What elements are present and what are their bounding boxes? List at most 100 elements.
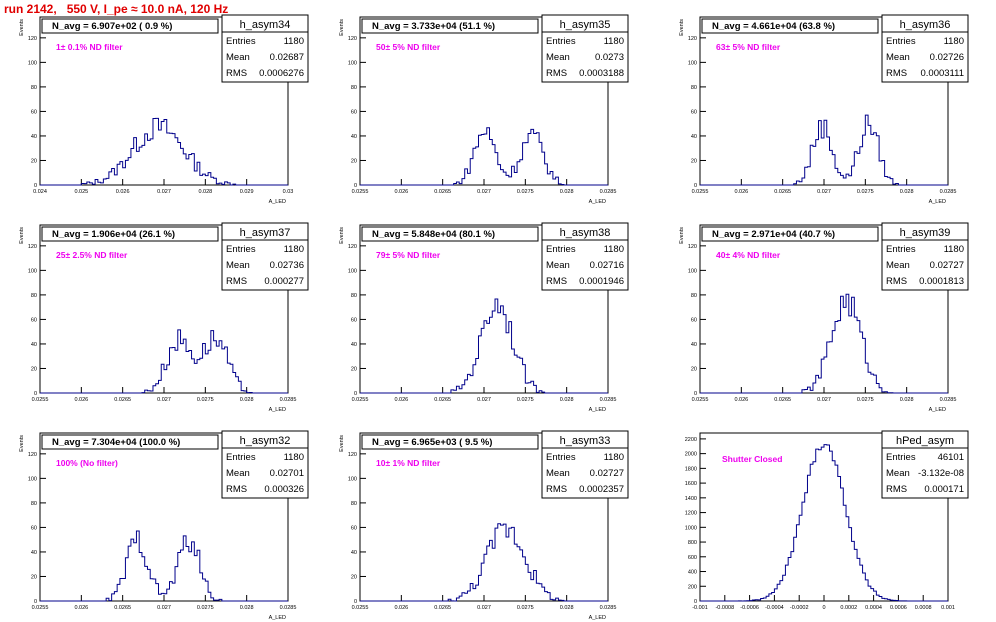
histogram-name: h_asym32: [240, 435, 291, 447]
y-tick-label: 100: [688, 268, 697, 274]
x-tick-label: 0.0265: [114, 397, 131, 403]
navg-box: [41, 18, 219, 34]
y-tick-label: 20: [31, 574, 37, 580]
y-tick-label: 60: [691, 317, 697, 323]
stat-value: 0.000277: [264, 276, 304, 287]
stat-value: 1180: [944, 244, 964, 255]
stat-label: RMS: [226, 68, 247, 79]
stat-label: Mean: [546, 52, 570, 63]
x-tick-label: 0.0275: [197, 605, 214, 611]
y-tick-label: 40: [31, 550, 37, 556]
x-tick-label: 0.026: [394, 189, 408, 195]
histogram-name: h_asym36: [900, 19, 951, 31]
stat-value: 46101: [938, 452, 964, 463]
histogram-panel-h_asym37: 0 20 40 60 80 100 120 0.0255 0.026 0.0265 0.027 0.0…: [19, 222, 309, 413]
stat-value: -3.132e-08: [918, 468, 964, 479]
y-tick-label: 40: [351, 342, 357, 348]
x-tick-label: 0.0265: [434, 397, 451, 403]
stat-value: 0.0003188: [579, 68, 624, 79]
histogram-curve: [40, 530, 288, 602]
y-axis-title: Events: [339, 435, 345, 452]
stat-value: 0.0001813: [919, 276, 964, 287]
histogram-curve: [40, 329, 288, 394]
x-tick-label: 0.0008: [915, 605, 932, 611]
stat-label: Entries: [546, 452, 576, 463]
x-tick-label: -0.001: [692, 605, 708, 611]
navg-box: [361, 18, 539, 34]
x-axis-title: A_LED: [929, 407, 946, 413]
y-tick-label: 120: [348, 452, 357, 458]
y-tick-label: 40: [351, 134, 357, 140]
stat-label: RMS: [886, 484, 907, 495]
y-tick-label: 100: [348, 268, 357, 274]
stats-box: [881, 222, 969, 291]
y-tick-label: 40: [31, 342, 37, 348]
stat-label: RMS: [886, 68, 907, 79]
y-tick-label: 80: [351, 293, 357, 299]
y-tick-label: 0: [694, 391, 697, 397]
x-tick-label: 0.0275: [517, 189, 534, 195]
stat-value: 1180: [284, 36, 304, 47]
y-tick-label: 0: [354, 599, 357, 605]
stats-box: [881, 14, 969, 83]
stat-value: 1180: [604, 452, 624, 463]
y-tick-label: 2200: [685, 437, 697, 443]
x-tick-label: 0.027: [157, 397, 171, 403]
x-tick-label: 0.027: [817, 189, 831, 195]
y-tick-label: 80: [691, 293, 697, 299]
stat-value: 0.0003111: [921, 68, 965, 79]
histogram-name: h_asym35: [560, 19, 611, 31]
y-tick-label: 120: [28, 452, 37, 458]
stat-label: RMS: [886, 276, 907, 287]
x-tick-label: 0.026: [116, 189, 130, 195]
filter-annotation: 10± 1% ND filter: [376, 458, 441, 468]
navg-label: N_avg = 2.971e+04 (40.7 %): [712, 229, 835, 240]
x-tick-label: 0.028: [560, 189, 574, 195]
histogram-panel-h_asym33: 0 20 40 60 80 100 120 0.0255 0.026 0.0265 0.027 0.0…: [339, 430, 629, 621]
y-tick-label: 60: [691, 109, 697, 115]
filter-annotation: Shutter Closed: [722, 454, 782, 464]
y-tick-label: 100: [28, 268, 37, 274]
y-tick-label: 0: [354, 183, 357, 189]
x-tick-label: 0.0285: [940, 189, 957, 195]
stat-value: 0.0001946: [579, 276, 624, 287]
x-tick-label: -0.0002: [790, 605, 809, 611]
y-tick-label: 100: [348, 476, 357, 482]
stat-label: Entries: [226, 36, 256, 47]
x-tick-label: 0.0255: [32, 605, 49, 611]
histogram-curve: [360, 298, 608, 394]
x-tick-label: 0.03: [283, 189, 294, 195]
y-tick-label: 20: [31, 366, 37, 372]
filter-annotation: 40± 4% ND filter: [716, 250, 781, 260]
navg-box: [701, 18, 879, 34]
stat-value: 1180: [284, 244, 304, 255]
x-tick-label: -0.0006: [740, 605, 759, 611]
x-tick-label: 0.026: [74, 605, 88, 611]
x-tick-label: 0.0255: [352, 397, 369, 403]
y-tick-label: 800: [688, 540, 697, 546]
y-tick-label: 20: [351, 158, 357, 164]
x-tick-label: 0.027: [477, 605, 491, 611]
stat-label: RMS: [226, 484, 247, 495]
x-tick-label: 0.028: [198, 189, 212, 195]
y-tick-label: 60: [351, 317, 357, 323]
stat-label: Entries: [886, 36, 916, 47]
x-tick-label: 0.0255: [352, 189, 369, 195]
navg-label: N_avg = 5.848e+04 (80.1 %): [372, 229, 495, 240]
y-tick-label: 80: [31, 293, 37, 299]
x-tick-label: 0.0285: [600, 189, 617, 195]
filter-annotation: 100% (No filter): [56, 458, 118, 468]
histogram-panel-h_asym35: 0 20 40 60 80 100 120 0.0255 0.026 0.0265 0.027 0.0…: [339, 14, 629, 205]
stat-value: 0.02727: [930, 260, 964, 271]
stats-box: [541, 14, 629, 83]
stat-label: Entries: [226, 244, 256, 255]
x-axis-title: A_LED: [269, 407, 286, 413]
run-header: run 2142, 550 V, I_pe ≈ 10.0 nA, 120 Hz: [4, 2, 229, 16]
y-tick-label: 200: [688, 584, 697, 590]
filter-annotation: 1± 0.1% ND filter: [56, 42, 123, 52]
x-axis-title: A_LED: [929, 199, 946, 205]
x-tick-label: 0.0285: [280, 397, 297, 403]
y-tick-label: 1400: [685, 496, 697, 502]
navg-label: N_avg = 1.906e+04 (26.1 %): [52, 229, 175, 240]
